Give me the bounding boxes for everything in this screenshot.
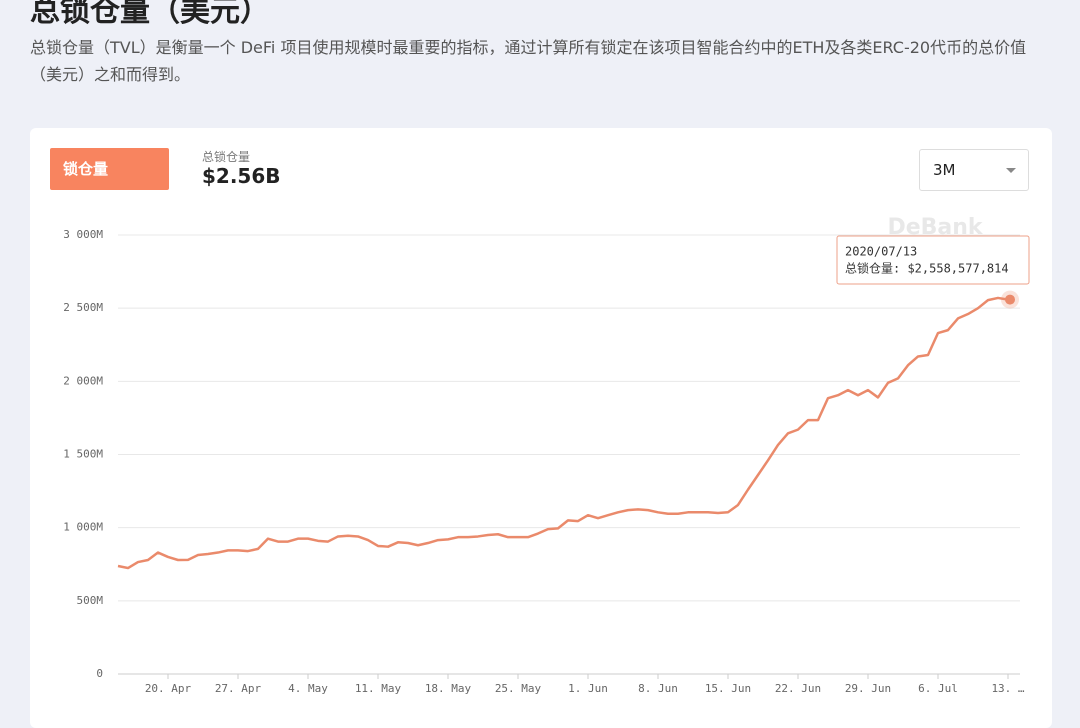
- range-dropdown[interactable]: 3M: [919, 149, 1029, 191]
- card: [30, 128, 1052, 728]
- stat-label: 总锁仓量: [202, 150, 251, 164]
- y-tick-label: 2 500M: [63, 301, 103, 314]
- tooltip-date: 2020/07/13: [845, 245, 917, 259]
- y-tick-label: 2 000M: [63, 374, 103, 387]
- y-tick-label: 1 500M: [63, 448, 103, 461]
- x-tick-label: 13. …: [991, 682, 1024, 694]
- tooltip-value: 总锁仓量: $2,558,577,814: [845, 261, 1009, 276]
- page-title: 总锁仓量（美元）: [30, 0, 270, 29]
- x-tick-label: 18. May: [425, 682, 472, 694]
- x-tick-label: 25. May: [495, 682, 542, 694]
- y-tick-label: 1 000M: [63, 521, 103, 534]
- x-tick-label: 11. May: [355, 682, 402, 694]
- data-line: [117, 296, 1009, 570]
- x-tick-label: 1. Jun: [568, 682, 608, 694]
- x-tick-label: 6. Jul: [918, 682, 958, 694]
- page: 总锁仓量（美元） 总锁仓量（TVL）是衡量一个 DeFi 项目使用规模时最重要的…: [30, 0, 1052, 728]
- tooltip-box: [836, 235, 1030, 285]
- x-tick-label: 22. Jun: [775, 682, 821, 694]
- x-tick-label: 29. Jun: [845, 682, 891, 694]
- y-tick-label: 3 000M: [63, 228, 103, 241]
- x-tick-label: 8. Jun: [638, 682, 678, 694]
- x-tick-label: 4. May: [288, 682, 328, 694]
- y-tick-label: 500M: [77, 594, 104, 607]
- description: 总锁仓量（TVL）是衡量一个 DeFi 项目使用规模时最重要的指标，通过计算所有…: [30, 38, 1027, 84]
- tab[interactable]: 锁仓量: [50, 148, 169, 190]
- last-point: [1005, 294, 1015, 305]
- x-tick-label: 27. Apr: [215, 682, 262, 694]
- y-tick-label: 0: [96, 667, 103, 680]
- stat-value: $2.56B: [202, 164, 281, 188]
- x-tick-label: 20. Apr: [145, 682, 192, 694]
- x-tick-label: 15. Jun: [705, 682, 751, 694]
